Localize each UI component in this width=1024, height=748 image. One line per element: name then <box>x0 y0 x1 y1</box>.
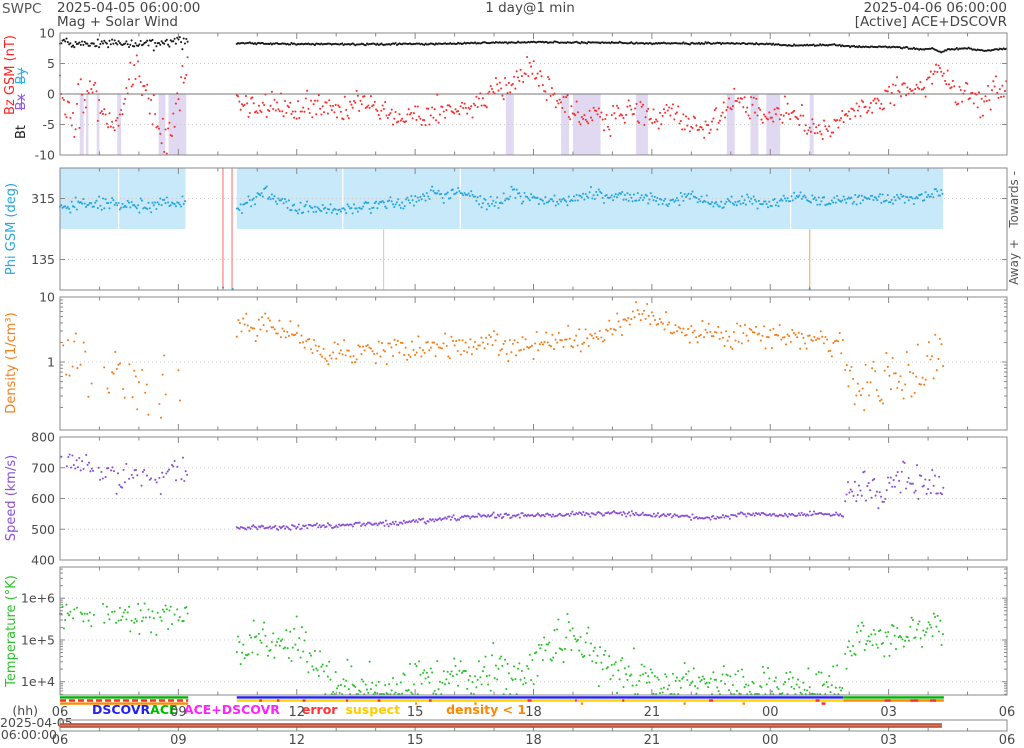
error-band <box>809 94 814 155</box>
y-tick-label: 400 <box>31 553 55 568</box>
y-tick-label: 1e+4 <box>21 674 55 689</box>
resolution-label: 1 day@1 min <box>485 0 575 16</box>
hour-label: 12 <box>288 705 305 720</box>
hour-label: 21 <box>644 705 661 720</box>
error-band <box>96 94 100 155</box>
panel-temperature <box>58 566 1008 696</box>
hour-label: 06 <box>52 705 69 720</box>
panel-mag <box>58 32 1008 156</box>
legend-item-dscovr: DSCOVR <box>92 701 151 717</box>
hour-label: 00 <box>762 733 779 748</box>
y-tick-label: -10 <box>35 148 55 163</box>
y-tick-label: 0 <box>47 87 55 102</box>
footer-time: 06:00:00 <box>0 727 57 742</box>
hour-label: 06 <box>999 733 1016 748</box>
y-tick-label: 1 <box>47 355 55 370</box>
y-tick-label: 700 <box>31 460 55 475</box>
away-sector-band <box>236 168 944 229</box>
y-tick-label: 800 <box>31 430 55 445</box>
hour-label: 18 <box>525 733 542 748</box>
series-temperature <box>58 602 944 696</box>
hour-label: 00 <box>762 705 779 720</box>
error-band <box>750 94 759 155</box>
y-tick-label: -5 <box>43 117 55 132</box>
hour-label: 12 <box>288 733 305 748</box>
band-gap <box>118 168 120 229</box>
legend-item-error: error <box>301 701 338 717</box>
error-band <box>561 94 570 155</box>
hour-label: 03 <box>880 733 897 748</box>
error-band <box>726 94 735 155</box>
legend: DSCOVR ACE ACE+DSCOVR error suspect density … <box>92 701 527 717</box>
swpc-logo-text: SWPC <box>2 1 42 17</box>
error-band <box>117 94 122 155</box>
panel-phi <box>58 167 1008 291</box>
y-tick-label: 10 <box>39 26 55 41</box>
y-tick-label: 10 <box>39 290 55 305</box>
legend-item-ace: ACE <box>150 701 178 717</box>
hour-label: 18 <box>525 705 542 720</box>
y-tick-label: 315 <box>31 191 55 206</box>
hour-label: 09 <box>170 705 187 720</box>
error-band <box>79 94 84 155</box>
status-source-label: [Active] ACE+DSCOVR <box>854 14 1007 30</box>
series-bt <box>58 36 1008 54</box>
band-gap <box>789 168 792 229</box>
start-datetime: 2025-04-05 06:00:00 <box>57 0 201 16</box>
hours-unit-label: (hh) <box>12 703 38 718</box>
panel-density <box>59 296 1008 431</box>
error-band <box>168 94 187 155</box>
band-gap <box>342 168 344 229</box>
y-tick-label: 135 <box>31 252 55 267</box>
end-datetime: 2025-04-06 06:00:00 <box>863 0 1007 16</box>
panel-speed <box>59 436 1008 561</box>
y-tick-label: 500 <box>31 522 55 537</box>
y-tick-label: 1e+6 <box>21 591 55 606</box>
y-tick-label: 600 <box>31 491 55 506</box>
hour-label: 03 <box>880 705 897 720</box>
panel-frame <box>59 566 1008 696</box>
error-band <box>158 94 166 155</box>
error-band <box>86 94 89 155</box>
series-density <box>62 301 945 419</box>
error-band <box>572 94 601 155</box>
plot-subtitle: Mag + Solar Wind <box>57 14 179 30</box>
legend-item-density-1: density < 1 <box>446 701 527 717</box>
error-band <box>505 94 514 155</box>
y-tick-label: 1e+5 <box>21 632 55 647</box>
error-band <box>636 94 648 155</box>
hour-label: 09 <box>170 733 187 748</box>
series-bz-gsm <box>58 54 1008 155</box>
hour-label: 06 <box>999 705 1016 720</box>
hour-label: 15 <box>407 705 424 720</box>
y-tick-label: 5 <box>47 56 55 71</box>
hour-label: 15 <box>407 733 424 748</box>
legend-item-ace-dscovr: ACE+DSCOVR <box>179 701 280 717</box>
legend-item-suspect: suspect <box>345 701 401 717</box>
hour-label: 21 <box>644 733 661 748</box>
footer-date: 2025-04-05 <box>0 715 73 730</box>
error-band <box>766 94 781 155</box>
hour-label: 06 <box>52 733 69 748</box>
series-speed <box>60 453 945 531</box>
